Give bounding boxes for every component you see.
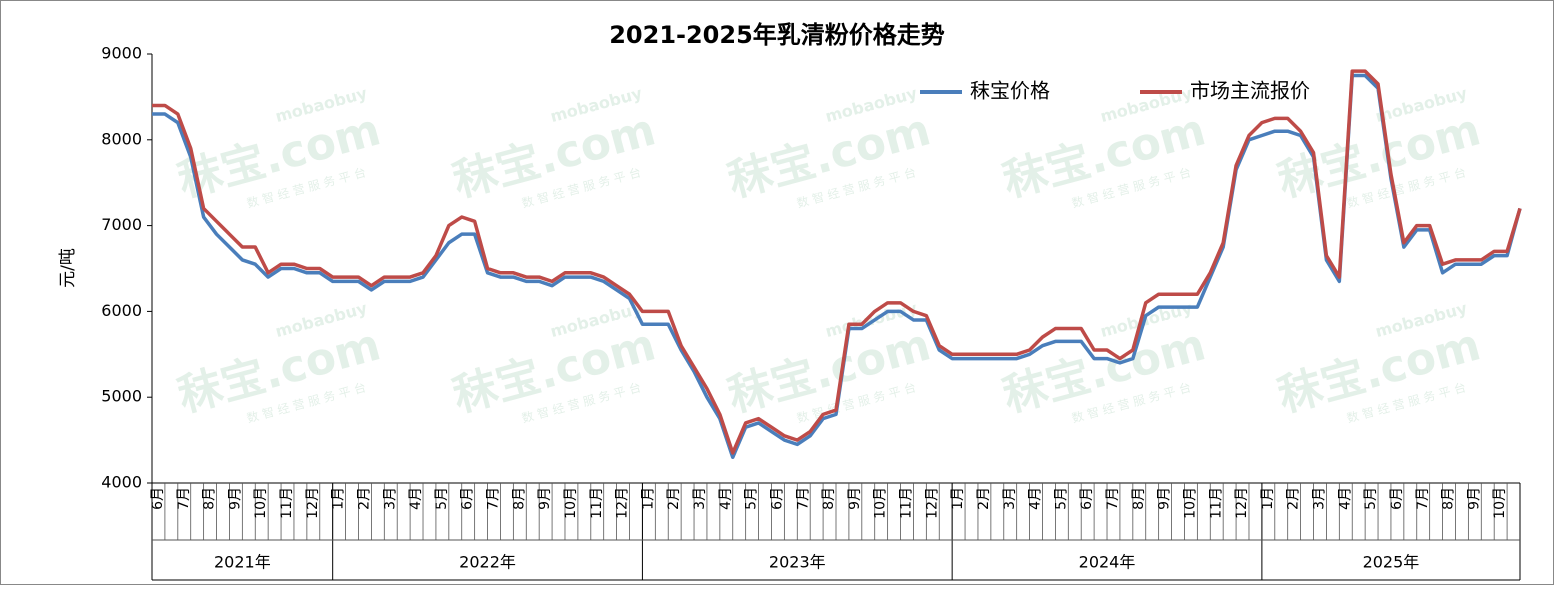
x-tick-label: 9月 (227, 487, 243, 510)
x-tick-label: 11月 (279, 487, 295, 519)
year-label: 2021年 (214, 553, 271, 572)
x-tick-label: 12月 (305, 487, 321, 519)
x-tick-label: 9月 (537, 487, 553, 510)
y-tick-label: 6000 (101, 301, 142, 320)
y-tick-label: 4000 (101, 473, 142, 492)
y-tick-label: 8000 (101, 129, 142, 148)
x-tick-label: 9月 (847, 487, 863, 510)
x-tick-label: 6月 (769, 487, 785, 510)
x-tick-label: 3月 (382, 487, 398, 510)
year-label: 2025年 (1363, 553, 1420, 572)
x-tick-label: 5月 (744, 487, 760, 510)
x-tick-label: 1月 (331, 487, 347, 510)
x-tick-label: 7月 (1105, 487, 1121, 510)
year-label: 2022年 (459, 553, 516, 572)
x-tick-label: 4月 (1337, 487, 1353, 510)
y-tick-label: 7000 (101, 215, 142, 234)
legend-label: 市场主流报价 (1190, 79, 1310, 103)
x-tick-label: 2月 (976, 487, 992, 510)
x-tick-label: 10月 (253, 487, 269, 519)
x-tick-label: 9月 (1466, 487, 1482, 510)
x-tick-label: 11月 (899, 487, 915, 519)
x-tick-label: 10月 (563, 487, 579, 519)
x-tick-label: 10月 (1492, 487, 1508, 519)
x-tick-label: 12月 (1234, 487, 1250, 519)
x-tick-label: 12月 (924, 487, 940, 519)
x-tick-label: 6月 (1389, 487, 1405, 510)
x-tick-label: 11月 (1208, 487, 1224, 519)
x-tick-label: 8月 (821, 487, 837, 510)
x-tick-label: 12月 (615, 487, 631, 519)
x-tick-label: 1月 (1260, 487, 1276, 510)
x-tick-label: 1月 (950, 487, 966, 510)
x-tick-label: 3月 (1312, 487, 1328, 510)
x-tick-label: 4月 (408, 487, 424, 510)
x-tick-label: 1月 (640, 487, 656, 510)
x-tick-label: 5月 (1363, 487, 1379, 510)
y-axis-label: 元/吨 (58, 248, 78, 288)
x-tick-label: 6月 (460, 487, 476, 510)
legend-label: 秣宝价格 (970, 79, 1050, 103)
x-tick-label: 7月 (176, 487, 192, 510)
year-label: 2023年 (769, 553, 826, 572)
x-tick-label: 7月 (486, 487, 502, 510)
x-tick-label: 6月 (1079, 487, 1095, 510)
x-tick-label: 7月 (795, 487, 811, 510)
x-tick-label: 8月 (202, 487, 218, 510)
x-tick-label: 8月 (1131, 487, 1147, 510)
x-tick-label: 9月 (1157, 487, 1173, 510)
x-tick-label: 8月 (511, 487, 527, 510)
series-line (152, 69, 1522, 455)
x-tick-label: 3月 (692, 487, 708, 510)
y-tick-label: 9000 (101, 44, 142, 63)
x-tick-label: 3月 (1002, 487, 1018, 510)
chart-title: 2021-2025年乳清粉价格走势 (609, 21, 945, 49)
x-tick-label: 10月 (1182, 487, 1198, 519)
x-tick-label: 5月 (1053, 487, 1069, 510)
series-line (152, 73, 1522, 460)
year-label: 2024年 (1079, 553, 1136, 572)
x-tick-label: 8月 (1441, 487, 1457, 510)
x-tick-label: 2月 (1286, 487, 1302, 510)
x-tick-label: 7月 (1415, 487, 1431, 510)
x-tick-label: 11月 (589, 487, 605, 519)
x-tick-label: 4月 (1028, 487, 1044, 510)
x-tick-label: 6月 (150, 487, 166, 510)
y-tick-label: 5000 (101, 387, 142, 406)
x-tick-label: 5月 (434, 487, 450, 510)
x-tick-label: 4月 (718, 487, 734, 510)
x-tick-label: 2月 (356, 487, 372, 510)
x-tick-label: 2月 (666, 487, 682, 510)
x-tick-label: 10月 (873, 487, 889, 519)
